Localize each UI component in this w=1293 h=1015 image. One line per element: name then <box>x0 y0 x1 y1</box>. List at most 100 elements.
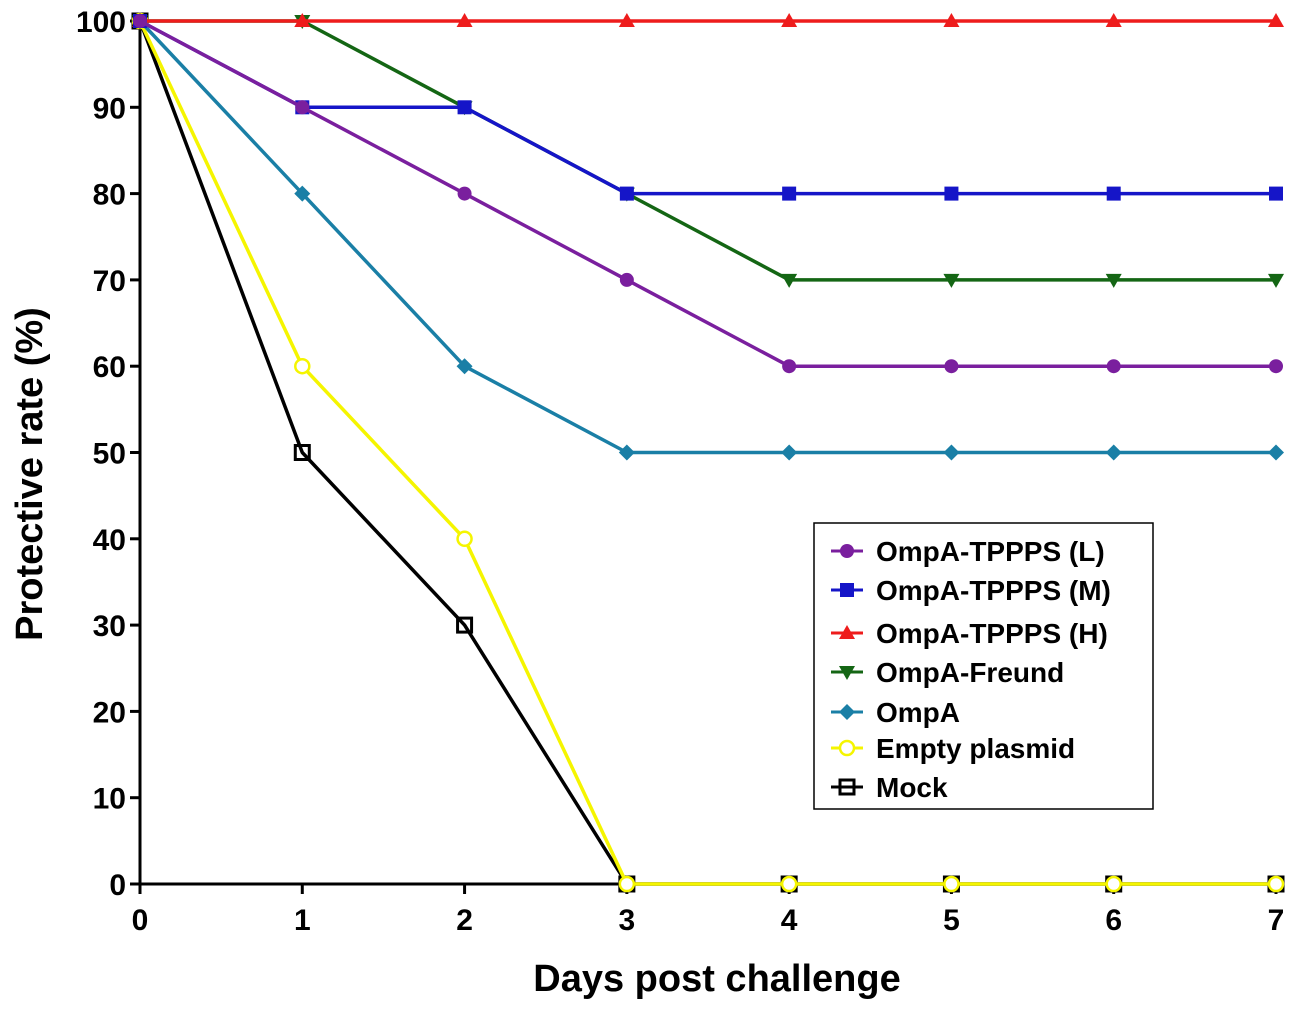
x-tick-label: 3 <box>619 904 636 937</box>
y-tick-label: 80 <box>93 179 126 212</box>
legend-swatch-marker <box>839 625 855 639</box>
data-point <box>618 13 635 27</box>
legend-swatch-marker <box>838 778 856 796</box>
legend-label: OmpA-TPPPS (L) <box>876 536 1105 567</box>
data-point <box>456 616 474 634</box>
legend-swatch-marker <box>840 544 854 558</box>
data-point <box>457 186 472 201</box>
legend-box <box>813 522 1154 810</box>
data-point <box>943 273 960 288</box>
data-point <box>618 875 636 893</box>
legend-label: Empty plasmid <box>876 733 1075 764</box>
legend-item-ompa-tppps-h: OmpA-TPPPS (H) <box>831 618 1108 649</box>
data-point <box>943 444 960 461</box>
legend-item-ompa: OmpA <box>831 697 960 728</box>
legend-item-mock: Mock <box>831 772 948 803</box>
data-point <box>1106 186 1121 201</box>
series-ompa-freund <box>132 15 1284 288</box>
y-tick-label: 90 <box>93 92 126 125</box>
data-point <box>1105 273 1122 288</box>
legend-swatch-marker <box>839 704 855 720</box>
data-point <box>781 444 798 461</box>
series-empty-plasmid <box>131 12 1285 893</box>
x-tick-label: 5 <box>943 904 960 937</box>
y-tick-label: 0 <box>109 869 126 902</box>
x-ticks: 0 1 2 3 4 5 6 7 <box>132 884 1285 937</box>
x-tick-label: 6 <box>1105 904 1122 937</box>
x-tick-label: 4 <box>781 904 798 937</box>
data-point <box>457 100 472 115</box>
data-point <box>781 273 798 288</box>
data-point <box>618 444 635 461</box>
data-point <box>1269 359 1283 374</box>
y-tick-label: 30 <box>93 610 126 643</box>
y-tick-label: 50 <box>93 438 126 471</box>
data-point <box>456 13 473 27</box>
legend-swatch-marker <box>839 666 855 680</box>
data-point <box>1267 875 1285 893</box>
legend-swatch-marker <box>838 739 856 757</box>
x-tick-label: 0 <box>132 904 149 937</box>
series-line <box>138 19 1276 455</box>
data-point <box>1105 13 1122 27</box>
x-tick-label: 2 <box>456 904 473 937</box>
data-point <box>944 359 959 374</box>
data-point <box>294 185 311 202</box>
series-line <box>140 19 1276 282</box>
data-point <box>293 444 311 461</box>
data-point <box>782 359 797 374</box>
series-layer <box>131 12 1285 893</box>
y-tick-label: 70 <box>93 265 126 298</box>
legend-label: OmpA-TPPPS (H) <box>876 618 1108 649</box>
data-point <box>1269 186 1283 201</box>
legend-item-ompa-freund: OmpA-Freund <box>831 657 1064 688</box>
x-tick-label: 7 <box>1268 904 1285 937</box>
data-point <box>943 13 960 27</box>
legend-swatch-marker <box>840 583 854 597</box>
data-point <box>944 186 959 201</box>
data-point <box>294 357 311 375</box>
legend-item-empty-plasmid: Empty plasmid <box>831 733 1075 764</box>
data-point <box>456 530 473 548</box>
y-tick-label: 100 <box>76 6 126 39</box>
data-point <box>294 13 311 27</box>
series-line <box>139 19 1276 368</box>
x-axis-title: Days post challenge <box>533 958 900 1000</box>
legend-label: Mock <box>876 772 948 803</box>
legend-label: OmpA <box>876 697 960 728</box>
data-point <box>1268 444 1284 461</box>
y-tick-label: 40 <box>93 524 126 557</box>
legend-item-ompa-tppps-l: OmpA-TPPPS (L) <box>831 536 1105 567</box>
data-point <box>1105 444 1122 461</box>
y-ticks: 0 10 20 30 40 50 60 70 80 90 100 <box>76 6 140 902</box>
data-point <box>780 875 798 893</box>
data-point <box>456 358 473 375</box>
y-tick-label: 10 <box>93 783 126 816</box>
legend-items: OmpA-TPPPS (L) OmpA-TPPPS (M) OmpA-TPPPS (… <box>831 536 1111 803</box>
data-point <box>782 186 797 201</box>
y-axis-title: Protective rate (%) <box>9 307 51 641</box>
legend-label: OmpA-Freund <box>876 657 1064 688</box>
data-point <box>1268 273 1284 288</box>
x-tick-label: 1 <box>294 904 311 937</box>
data-point <box>1268 13 1284 27</box>
y-tick-label: 20 <box>93 696 126 729</box>
data-point <box>619 186 634 201</box>
series-line <box>139 19 1276 196</box>
data-point <box>133 14 147 28</box>
series-ompa-tppps-l <box>133 14 1283 374</box>
data-point <box>1106 359 1121 374</box>
data-point <box>1105 875 1122 893</box>
y-tick-label: 60 <box>93 351 126 384</box>
data-point <box>295 100 310 115</box>
series-line <box>138 20 1276 886</box>
legend: OmpA-TPPPS (L) OmpA-TPPPS (M) OmpA-TPPPS (… <box>813 522 1154 810</box>
legend-item-ompa-tppps-m: OmpA-TPPPS (M) <box>831 575 1111 606</box>
axes: 0 10 20 30 40 50 60 70 80 90 100 0 1 2 3 4 5 6 7 <box>76 6 1284 937</box>
data-point <box>781 13 798 27</box>
legend-label: OmpA-TPPPS (M) <box>876 575 1111 606</box>
data-point <box>943 875 960 893</box>
data-point <box>619 272 634 287</box>
